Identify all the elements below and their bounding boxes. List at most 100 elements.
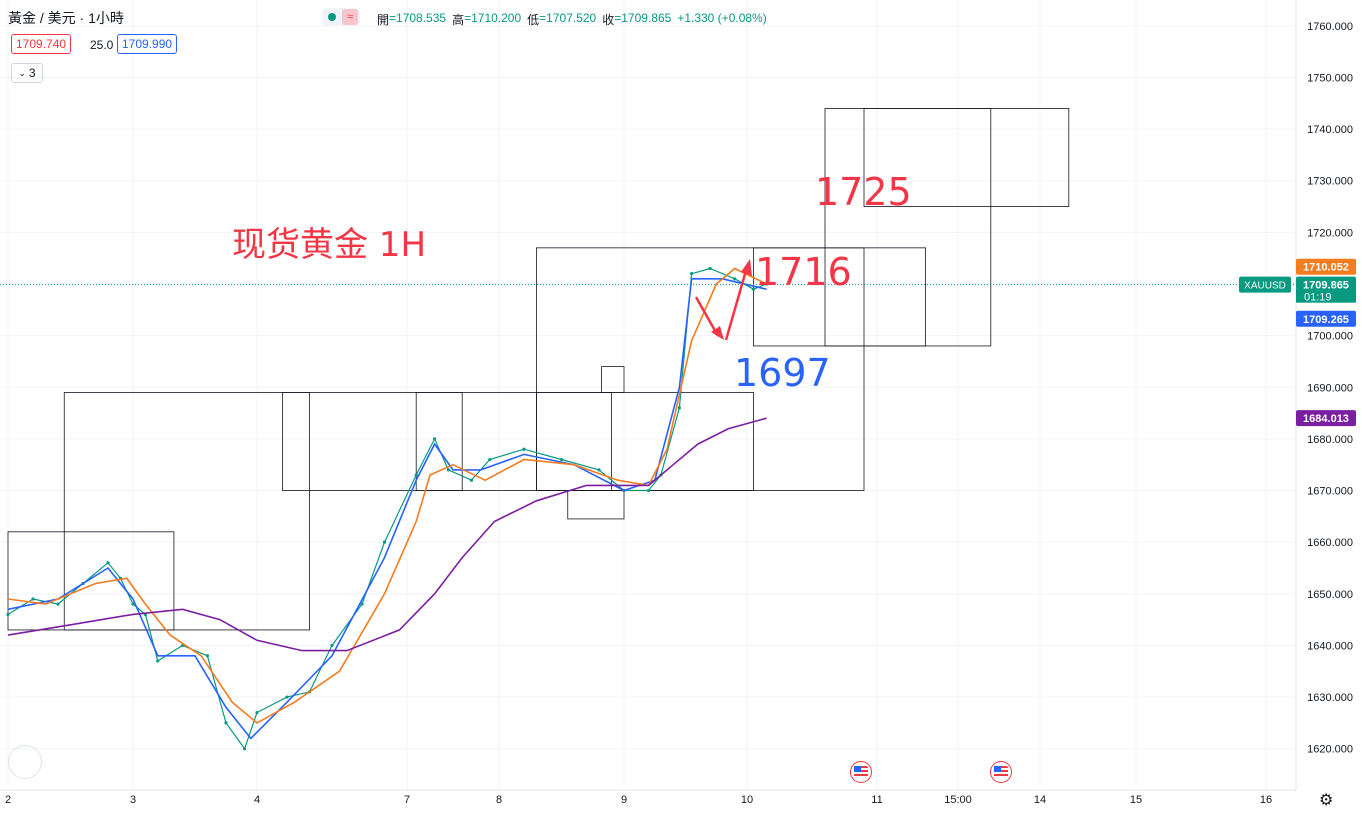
- price-axis-bg: [1296, 0, 1362, 814]
- price-tick-label: 1750.000: [1307, 72, 1353, 84]
- data-point-price_close: [414, 473, 418, 477]
- data-point-price_close: [690, 272, 694, 276]
- price-tick-label: 1630.000: [1307, 692, 1353, 704]
- data-point-price_close: [56, 602, 60, 606]
- price-tick-label: 1700.000: [1307, 331, 1353, 343]
- chevron-down-icon: ⌄: [18, 67, 26, 78]
- arrow-up-head-icon: [741, 259, 752, 276]
- series-line-price_close: [7, 267, 767, 750]
- data-point-price_close: [156, 659, 160, 663]
- data-point-price_close: [131, 602, 135, 606]
- zone-box: [7, 531, 175, 631]
- time-axis-bg: [0, 790, 1362, 814]
- sell-button[interactable]: 1709.740: [11, 34, 72, 54]
- us-flag-event-icon[interactable]: [850, 761, 872, 783]
- price-tick-label: 1680.000: [1307, 434, 1353, 446]
- time-tick-label: 16: [1260, 794, 1272, 806]
- annotation-marks: 现货黄金 1H 1725 1716 1697: [232, 170, 912, 395]
- time-tick-label: 15:00: [944, 794, 972, 806]
- symbol-tag: XAUUSD: [1244, 281, 1286, 292]
- data-point-price_close: [433, 437, 437, 441]
- market-open-icon: [328, 13, 336, 21]
- time-tick-label: 15: [1130, 794, 1142, 806]
- level-1697-label: 1697: [734, 351, 831, 395]
- data-point-price_close: [255, 710, 259, 715]
- data-point-price_close: [382, 540, 387, 544]
- upper-price-tag: 1710.052: [1303, 262, 1349, 274]
- data-point-price_close: [446, 468, 450, 472]
- current-price-tag: 1709.865: [1303, 280, 1349, 292]
- level-1725-label: 1725: [815, 170, 912, 214]
- open-value: =1708.535: [389, 11, 447, 25]
- slow-ma-tag-bg: [1296, 410, 1356, 427]
- countdown-bg: [1296, 290, 1356, 303]
- data-point-price_close: [733, 277, 737, 281]
- series-line-ma_slow: [7, 417, 767, 652]
- data-point-price_close: [677, 406, 681, 410]
- price-tick-label: 1720.000: [1307, 227, 1353, 239]
- data-point-price_close: [6, 612, 10, 617]
- buy-button[interactable]: 1709.990: [117, 34, 178, 54]
- data-point-price_close: [559, 457, 564, 462]
- data-point-price_close: [360, 602, 364, 606]
- zone-box: [824, 108, 992, 347]
- zone-box: [536, 247, 865, 491]
- upper-price-tag-bg: [1296, 258, 1356, 275]
- price-tick-label: 1620.000: [1307, 744, 1353, 756]
- data-point-price_close: [751, 287, 756, 291]
- time-tick-label: 2: [5, 794, 11, 806]
- countdown-label: 01:19: [1304, 292, 1332, 304]
- spread-value: 25.0: [90, 38, 114, 52]
- high-label: 高: [452, 13, 465, 27]
- price-axis: 1620.000 1630.000 1640.000 1650.000 1660.000…: [1239, 0, 1362, 814]
- arrow-down-head-icon: [711, 326, 724, 340]
- close-label: 收: [602, 13, 615, 27]
- indicators-count: 3: [28, 66, 36, 80]
- time-tick-label: 7: [404, 794, 410, 806]
- data-point-price_close: [330, 643, 334, 648]
- level-1716-label: 1716: [755, 250, 852, 294]
- symbol-title[interactable]: 黃金 / 美元 · 1小時: [8, 8, 128, 28]
- price-tick-label: 1670.000: [1307, 486, 1353, 498]
- lower-price-tag: 1709.265: [1303, 314, 1349, 326]
- settings-gear-icon[interactable]: ⚙: [1319, 792, 1334, 809]
- price-tick-label: 1760.000: [1307, 21, 1353, 33]
- time-tick-label: 8: [496, 794, 502, 806]
- arrow-up-icon: [724, 266, 749, 341]
- price-tick-label: 1660.000: [1307, 537, 1353, 549]
- price-tick-label: 1730.000: [1307, 176, 1353, 188]
- high-value: =1710.200: [464, 11, 522, 25]
- series-line-ma_mid: [7, 267, 767, 724]
- data-point-price_close: [708, 266, 712, 271]
- time-tick-label: 3: [130, 794, 136, 806]
- data-point-price_close: [31, 597, 35, 601]
- zone-box: [536, 392, 754, 491]
- low-value: =1707.520: [539, 11, 597, 25]
- zone-box: [567, 490, 625, 520]
- time-axis: 2 3 4 7 8 9 10 11 15:00 14 15 16: [0, 789, 1362, 814]
- price-series: [0, 266, 1296, 751]
- time-tick-label: 4: [254, 794, 260, 806]
- scroll-indicator-icon[interactable]: [8, 745, 42, 779]
- zone-box: [282, 392, 463, 491]
- ohlc-legend: 開 =1708.535 高 =1710.200 低 =1707.520 收 =1709.…: [377, 11, 767, 28]
- chart-grid: [0, 0, 1296, 790]
- data-point-price_close: [106, 561, 110, 565]
- us-flag-event-icon[interactable]: [990, 761, 1012, 783]
- data-point-price_close: [522, 447, 526, 451]
- change-value: +1.330 (+0.08%): [677, 11, 767, 25]
- series-line-ma_fast: [7, 277, 767, 740]
- open-label: 開: [377, 13, 390, 27]
- data-point-price_close: [597, 468, 601, 472]
- price-tick-label: 1640.000: [1307, 640, 1353, 652]
- current-price-tag-bg: [1296, 276, 1356, 293]
- symbol-label: 黃金 / 美元 · 1小時: [8, 10, 124, 26]
- price-tick-label: 1690.000: [1307, 382, 1353, 394]
- low-label: 低: [527, 13, 540, 27]
- delayed-data-icon: ≈: [342, 9, 358, 25]
- indicators-toggle[interactable]: ⌄ 3: [11, 63, 43, 83]
- time-tick-label: 10: [741, 794, 753, 806]
- market-status-pill[interactable]: ≈: [322, 8, 360, 26]
- data-point-price_close: [224, 721, 228, 725]
